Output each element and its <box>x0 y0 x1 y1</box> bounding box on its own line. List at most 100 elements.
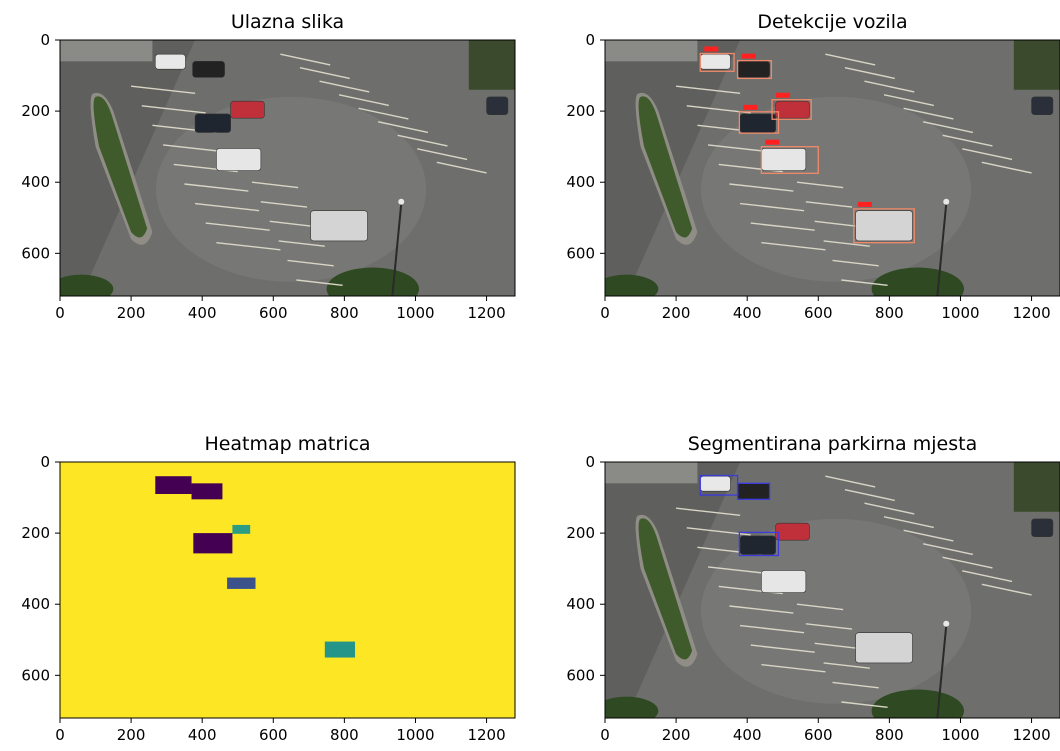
x-tick-label: 0 <box>600 304 610 322</box>
heatmap-cell-5 <box>324 641 356 658</box>
lamp-head <box>943 620 950 627</box>
lamp-post <box>391 203 403 296</box>
parking-line <box>841 701 888 709</box>
heatmap-background <box>60 462 515 718</box>
shrubs-bottom <box>871 267 965 296</box>
detection-box-3 <box>738 111 780 134</box>
x-tick-label: 600 <box>804 726 833 744</box>
panel-2: Detekcije vozila 0 200 400 600 800 1000 1200 0 20… <box>566 11 1060 322</box>
panel-image <box>605 462 1060 718</box>
detection-box-2 <box>771 99 812 120</box>
detection-label-0 <box>704 46 719 52</box>
panel-1: Ulazna slika 0 200 400 600 800 1000 1200 0 200 400… <box>21 11 516 322</box>
x-tick-label: 1000 <box>396 726 434 744</box>
x-tick-label: 1200 <box>467 304 505 322</box>
shrubs-bottom-left <box>60 274 114 296</box>
parking-line <box>814 642 862 650</box>
x-tick-label: 1000 <box>941 726 979 744</box>
parking-line <box>205 222 270 231</box>
axes-frame <box>59 39 516 297</box>
shrubs-bottom <box>326 267 420 296</box>
parking-line <box>269 220 317 228</box>
y-tick-label: 200 <box>21 524 50 542</box>
parking-line <box>942 556 993 569</box>
car-3 <box>739 535 776 555</box>
x-tick-label: 0 <box>55 726 65 744</box>
parking-line <box>676 85 741 95</box>
y-tick-label: 600 <box>566 666 595 684</box>
x-tick-label: 1200 <box>1012 304 1050 322</box>
parking-line <box>796 181 844 189</box>
car-3 <box>194 113 231 133</box>
parking-line <box>844 67 895 80</box>
x-tick-label: 600 <box>804 304 833 322</box>
parking-line <box>841 279 888 287</box>
parking-line <box>397 134 448 147</box>
y-tick-label: 200 <box>566 102 595 120</box>
trees-top-right <box>1013 40 1060 90</box>
parking-line <box>761 241 826 251</box>
parking-line <box>903 107 954 120</box>
parking-line <box>864 502 915 515</box>
parking-line <box>729 605 794 614</box>
parking-line <box>296 279 343 287</box>
parking-line <box>823 240 870 247</box>
crosswalk <box>60 40 153 62</box>
panel-title: Segmentirana parkirna mjesta <box>688 433 977 455</box>
panel-4: Segmentirana parkirna mjesta 0 200 400 600 80… <box>566 433 1060 744</box>
car-5 <box>855 632 913 664</box>
x-tick-label: 600 <box>259 304 288 322</box>
panel-image <box>60 462 515 718</box>
parking-line <box>962 570 1013 583</box>
heatmap-cell-0 <box>155 476 192 494</box>
x-tick-label: 1000 <box>396 304 434 322</box>
car-3 <box>739 113 776 133</box>
shrubs-bottom-left <box>605 274 659 296</box>
x-tick-label: 800 <box>330 304 359 322</box>
car-1 <box>737 61 770 78</box>
car-4 <box>761 148 807 171</box>
y-tick-label: 0 <box>40 453 50 471</box>
heatmap-cell-4 <box>227 577 256 589</box>
shrubs-bottom-left <box>605 696 659 718</box>
y-tick-label: 400 <box>566 595 595 613</box>
parking-line <box>131 85 196 95</box>
parking-line <box>805 201 853 208</box>
y-tick-label: 0 <box>585 31 595 49</box>
x-tick-label: 1000 <box>941 304 979 322</box>
parking-line <box>883 516 934 529</box>
parking-line <box>962 148 1013 161</box>
segment-box-2 <box>738 531 780 557</box>
axes-frame <box>604 461 1060 719</box>
parking-line <box>883 94 934 107</box>
x-tick-label: 1200 <box>1012 726 1050 744</box>
median-shrubs <box>638 518 693 660</box>
parking-line <box>417 148 468 161</box>
car-0 <box>699 475 731 492</box>
detection-label-1 <box>741 53 756 59</box>
parking-line <box>184 183 249 192</box>
car-2 <box>230 100 265 119</box>
parking-line <box>832 259 879 267</box>
x-tick-label: 800 <box>875 304 904 322</box>
detection-box-0 <box>699 52 735 72</box>
x-tick-label: 800 <box>330 726 359 744</box>
car-1 <box>737 483 770 500</box>
car-5 <box>310 210 368 242</box>
detection-label-5 <box>857 201 872 207</box>
y-tick-label: 400 <box>21 595 50 613</box>
parking-line <box>825 53 876 66</box>
axes-frame <box>59 461 516 719</box>
x-tick-label: 800 <box>875 726 904 744</box>
lamp-head <box>943 198 950 205</box>
car-1 <box>192 61 225 78</box>
crosswalk <box>605 40 698 62</box>
parking-line <box>864 80 915 93</box>
car-6 <box>1031 96 1054 115</box>
y-tick-label: 200 <box>566 524 595 542</box>
y-tick-label: 400 <box>21 173 50 191</box>
panel-title: Detekcije vozila <box>757 11 907 33</box>
parking-line <box>338 94 389 107</box>
panel-image <box>60 40 515 296</box>
x-tick-label: 400 <box>188 726 217 744</box>
